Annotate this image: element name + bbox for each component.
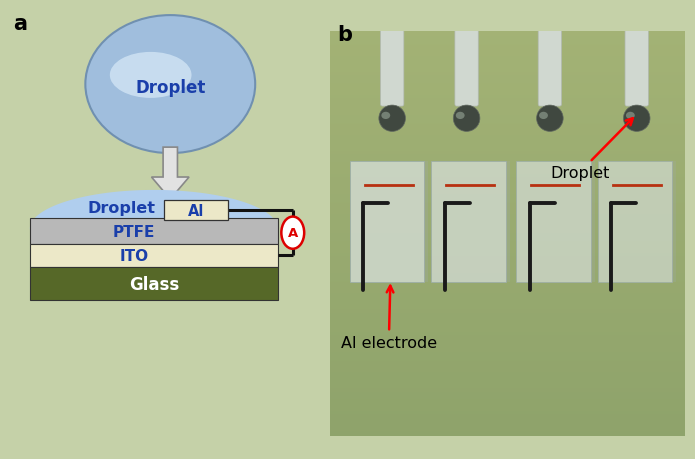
Bar: [516, 162, 591, 283]
Ellipse shape: [626, 112, 635, 120]
Bar: [30, 244, 278, 267]
Bar: [672, 162, 676, 283]
Circle shape: [281, 217, 304, 249]
Bar: [424, 162, 428, 283]
Ellipse shape: [453, 106, 480, 132]
Ellipse shape: [382, 112, 390, 120]
Bar: [591, 162, 595, 283]
Text: Glass: Glass: [129, 275, 179, 293]
Text: Droplet: Droplet: [88, 201, 155, 216]
Bar: [30, 218, 278, 230]
Text: Al electrode: Al electrode: [341, 286, 437, 350]
Polygon shape: [152, 148, 189, 200]
Text: Droplet: Droplet: [135, 79, 206, 97]
Bar: [431, 162, 505, 283]
Ellipse shape: [379, 106, 405, 132]
Text: Al: Al: [188, 203, 204, 218]
Bar: [164, 201, 229, 220]
Bar: [30, 267, 278, 301]
Bar: [30, 219, 278, 244]
Text: PTFE: PTFE: [113, 224, 155, 239]
Ellipse shape: [456, 112, 465, 120]
Text: b: b: [337, 25, 352, 45]
FancyBboxPatch shape: [455, 30, 478, 107]
Text: ITO: ITO: [120, 248, 149, 263]
Bar: [505, 162, 510, 283]
Bar: [350, 162, 424, 283]
Ellipse shape: [537, 106, 563, 132]
FancyBboxPatch shape: [538, 30, 562, 107]
Text: Droplet: Droplet: [550, 119, 633, 180]
Ellipse shape: [623, 106, 650, 132]
Text: a: a: [13, 14, 28, 34]
Ellipse shape: [110, 53, 192, 99]
FancyBboxPatch shape: [625, 30, 648, 107]
Ellipse shape: [539, 112, 548, 120]
Text: A: A: [288, 227, 298, 240]
Bar: [598, 162, 672, 283]
FancyBboxPatch shape: [380, 30, 404, 107]
Ellipse shape: [85, 16, 255, 154]
